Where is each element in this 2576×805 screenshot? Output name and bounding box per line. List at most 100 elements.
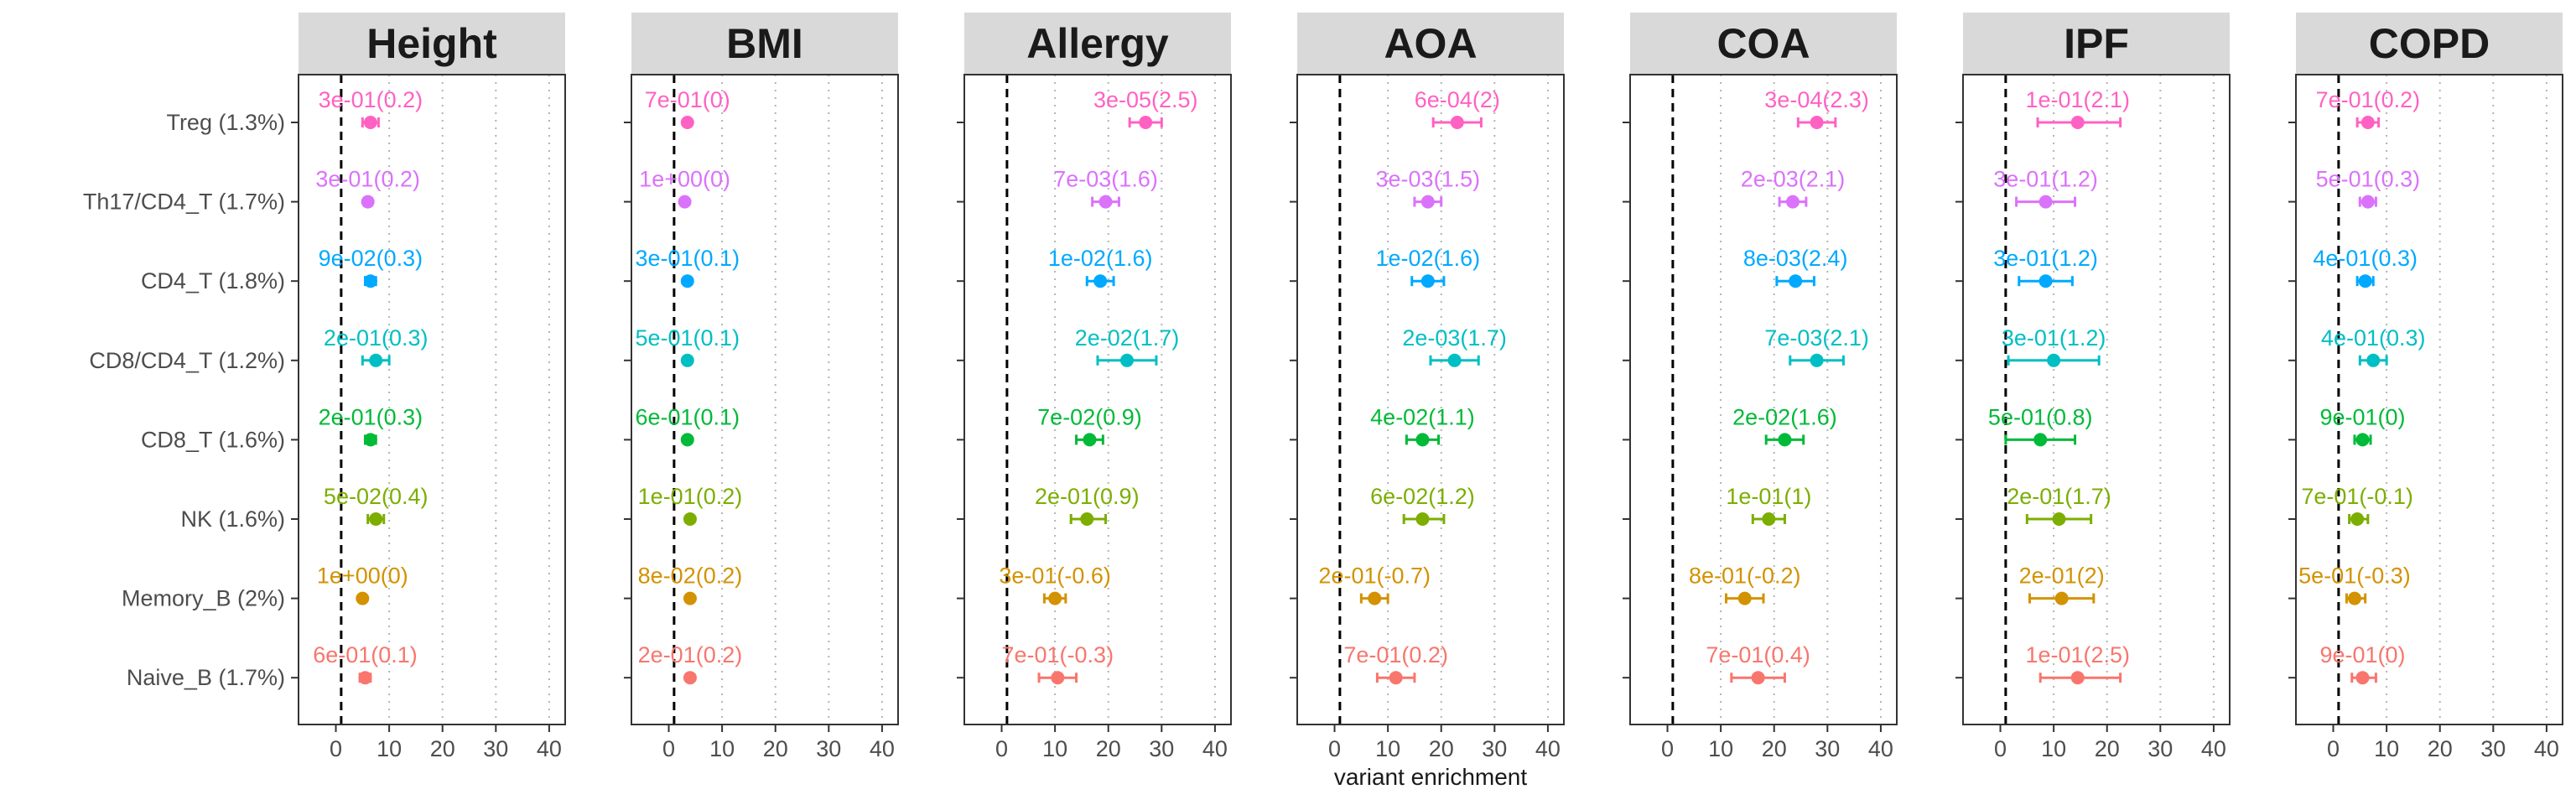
x-tick-label: 0 [1328, 736, 1341, 761]
data-point [2070, 671, 2085, 685]
point-label: 7e-01(0.4) [1706, 642, 1810, 667]
x-tick-label: 30 [1482, 736, 1507, 761]
point-label: 3e-01(1.2) [1993, 167, 2098, 192]
point-label: 8e-02(0.2) [638, 564, 743, 589]
panel-border [631, 74, 899, 725]
point-label: 1e-01(2.1) [2025, 87, 2130, 112]
point-label: 3e-04(2.3) [1764, 87, 1869, 112]
category-label: Naive_B (1.7%) [127, 665, 285, 690]
data-point [1415, 433, 1430, 447]
data-point [1415, 512, 1430, 526]
x-tick-label: 40 [537, 736, 562, 761]
data-point [2366, 353, 2381, 367]
data-point [1051, 671, 1065, 685]
x-tick-label: 20 [763, 736, 788, 761]
data-point [1098, 195, 1113, 209]
data-point [680, 433, 694, 447]
data-point [2355, 671, 2370, 685]
point-label: 7e-03(2.1) [1764, 325, 1869, 351]
data-point [2347, 591, 2361, 605]
data-point [680, 274, 694, 288]
x-tick-label: 30 [2480, 736, 2506, 761]
point-label: 1e-02(1.6) [1048, 246, 1153, 271]
point-label: 8e-03(2.4) [1743, 246, 1848, 271]
point-label: 3e-05(2.5) [1093, 87, 1198, 112]
data-point [1810, 353, 1824, 367]
data-point [369, 353, 383, 367]
data-point [2047, 353, 2061, 367]
x-tick-label: 10 [2374, 736, 2399, 761]
point-label: 3e-01(0.1) [635, 246, 740, 271]
data-point [683, 591, 697, 605]
point-label: 1e-01(0.2) [638, 484, 743, 509]
category-label: CD4_T (1.8%) [141, 268, 285, 293]
point-label: 2e-01(1.7) [2007, 484, 2111, 509]
point-label: 3e-01(0.2) [315, 167, 420, 192]
x-tick-label: 30 [483, 736, 508, 761]
panel-title: Allergy [1026, 20, 1169, 67]
data-point [1447, 353, 1462, 367]
data-point [2350, 512, 2365, 526]
x-tick-label: 30 [1149, 736, 1174, 761]
x-tick-label: 40 [1535, 736, 1561, 761]
point-label: 2e-01(0.3) [319, 404, 423, 429]
x-tick-label: 30 [1815, 736, 1840, 761]
x-tick-label: 40 [870, 736, 895, 761]
point-label: 7e-01(0.2) [1343, 642, 1448, 667]
panel-strip [299, 13, 565, 75]
x-tick-label: 40 [2534, 736, 2559, 761]
data-point [680, 353, 694, 367]
x-tick-label: 40 [1868, 736, 1893, 761]
data-point [2054, 591, 2069, 605]
point-label: 2e-01(0.2) [638, 642, 743, 667]
x-axis-title: variant enrichment [1334, 764, 1528, 790]
data-point [683, 512, 697, 526]
data-point [1778, 433, 1792, 447]
point-label: 2e-02(1.7) [1075, 325, 1180, 351]
data-point [358, 671, 372, 685]
data-point [1737, 591, 1752, 605]
x-tick-label: 10 [709, 736, 735, 761]
data-point [2033, 433, 2048, 447]
data-point [678, 195, 692, 209]
panel-title: AOA [1384, 20, 1477, 67]
data-point [1368, 591, 1382, 605]
point-label: 6e-02(1.2) [1370, 484, 1475, 509]
x-tick-label: 0 [1661, 736, 1674, 761]
data-point [1450, 116, 1464, 129]
x-tick-label: 10 [2041, 736, 2066, 761]
point-label: 9e-01(0) [2319, 404, 2405, 429]
data-point [683, 671, 697, 685]
point-label: 6e-04(2) [1415, 87, 1500, 112]
panel-border [298, 74, 566, 725]
panel-border [2295, 74, 2563, 725]
panel-strip [1963, 13, 2230, 75]
point-label: 2e-03(2.1) [1741, 167, 1846, 192]
data-point [1080, 512, 1094, 526]
point-label: 4e-01(0.3) [2321, 325, 2426, 351]
data-point [369, 512, 383, 526]
data-point [1139, 116, 1153, 129]
point-label: 7e-03(1.6) [1053, 167, 1158, 192]
data-point [1420, 195, 1435, 209]
data-point [2358, 274, 2372, 288]
panel-strip [1297, 13, 1564, 75]
point-label: 9e-02(0.3) [319, 246, 423, 271]
data-point [1789, 274, 1803, 288]
point-label: 2e-03(1.7) [1402, 325, 1507, 351]
data-point [680, 116, 694, 129]
point-label: 1e-02(1.6) [1376, 246, 1481, 271]
point-label: 4e-01(0.3) [2313, 246, 2418, 271]
data-point [1762, 512, 1776, 526]
data-point [356, 591, 370, 605]
data-point [363, 274, 377, 288]
data-point [1048, 591, 1062, 605]
point-label: 3e-01(-0.6) [999, 564, 1111, 589]
data-point [2360, 116, 2375, 129]
point-label: 5e-02(0.4) [324, 484, 428, 509]
panel-strip [631, 13, 898, 75]
data-point [1083, 433, 1097, 447]
x-tick-label: 20 [2428, 736, 2453, 761]
panel-border [963, 74, 1232, 725]
